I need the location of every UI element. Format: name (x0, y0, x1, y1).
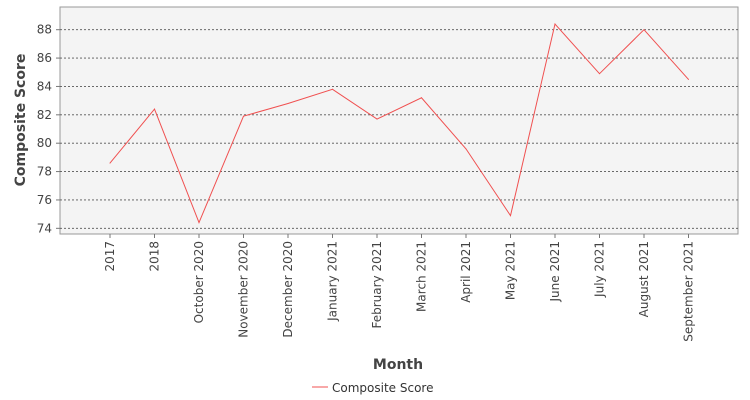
y-tick-label: 74 (37, 221, 52, 235)
y-axis-title: Composite Score (13, 54, 29, 187)
x-tick-label: October 2020 (192, 241, 206, 323)
x-tick-label: May 2021 (504, 241, 518, 300)
y-axis-ticks: 74 76 78 80 82 84 86 88 (37, 23, 60, 235)
x-tick-label: June 2021 (548, 241, 562, 303)
series-line-composite-score (109, 22, 689, 224)
x-tick-label: July 2021 (593, 241, 607, 298)
data-point (376, 118, 378, 120)
data-point (554, 23, 556, 25)
x-tick-label: 2017 (103, 241, 117, 272)
x-tick-label: January 2021 (326, 241, 340, 322)
plot-area (59, 6, 739, 235)
data-point (688, 78, 689, 80)
x-tick-label: February 2021 (370, 241, 384, 329)
y-tick-label: 84 (37, 79, 52, 93)
data-point (421, 97, 422, 99)
x-tick-label: March 2021 (415, 241, 429, 312)
gridlines (60, 29, 738, 229)
x-tick-label: August 2021 (637, 241, 651, 317)
y-tick-label: 88 (37, 23, 52, 37)
y-tick-label: 78 (37, 165, 52, 179)
x-tick-label: April 2021 (459, 241, 473, 303)
data-point (643, 29, 645, 31)
x-tick-label: December 2020 (281, 241, 295, 338)
data-point (510, 215, 511, 217)
x-axis-ticks: 2017 2018 October 2020 November 2020 Decembe… (103, 234, 696, 342)
data-point (287, 102, 289, 104)
data-point (465, 148, 467, 150)
data-point (599, 73, 600, 75)
x-tick-label: November 2020 (237, 241, 251, 338)
data-point (154, 108, 155, 110)
data-point (243, 115, 244, 117)
data-point (198, 222, 200, 224)
y-tick-label: 76 (37, 193, 52, 207)
x-axis-title: Month (373, 357, 423, 373)
series-lines (109, 22, 689, 224)
legend-label: Composite Score (332, 381, 433, 395)
y-tick-label: 82 (37, 108, 52, 122)
x-tick-label: 2018 (148, 241, 162, 272)
x-tick-label: September 2021 (682, 241, 696, 342)
y-tick-label: 80 (37, 136, 52, 150)
y-tick-label: 86 (37, 51, 52, 65)
data-point (109, 162, 111, 164)
legend: Composite Score (312, 381, 433, 395)
data-point (332, 88, 333, 90)
